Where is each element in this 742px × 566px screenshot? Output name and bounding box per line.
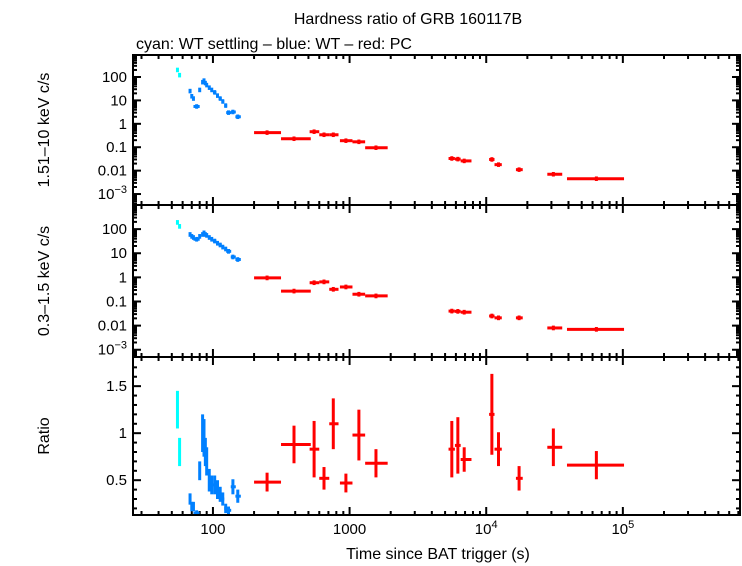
y-tick-label: 10 <box>110 92 127 109</box>
y-axis-label: Ratio <box>36 417 53 454</box>
panel-frame <box>132 356 741 516</box>
x-tick-label: 104 <box>475 519 498 538</box>
panel-frame <box>132 204 741 358</box>
y-tick-label: 1 <box>119 116 127 133</box>
y-tick-label: 1 <box>119 269 127 286</box>
x-tick-label: 1000 <box>333 521 366 538</box>
chart-subtitle: cyan: WT settling – blue: WT – red: PC <box>136 36 412 53</box>
y-tick-label: 100 <box>102 221 127 238</box>
y-axis-label: 0.3–1.5 keV c/s <box>36 226 53 336</box>
y-tick-label: 1 <box>119 425 127 442</box>
chart-title: Hardness ratio of GRB 160117B <box>294 11 522 28</box>
y-tick-label: 0.1 <box>106 293 127 310</box>
y-axis-label: 1.51–10 keV c/s <box>36 73 53 188</box>
y-tick-label: 0.01 <box>98 163 127 180</box>
x-axis-label: Time since BAT trigger (s) <box>346 546 530 563</box>
y-tick-label: 10−3 <box>98 340 127 359</box>
y-tick-label: 10 <box>110 245 127 262</box>
y-tick-label: 0.5 <box>106 472 127 489</box>
y-tick-label: 100 <box>102 69 127 86</box>
y-tick-label: 0.01 <box>98 318 127 335</box>
y-tick-label: 10−3 <box>98 184 127 203</box>
x-tick-label: 100 <box>200 521 225 538</box>
x-tick-label: 105 <box>611 519 634 538</box>
y-tick-label: 0.1 <box>106 139 127 156</box>
y-tick-label: 1.5 <box>106 378 127 395</box>
panel-frame <box>132 54 741 206</box>
